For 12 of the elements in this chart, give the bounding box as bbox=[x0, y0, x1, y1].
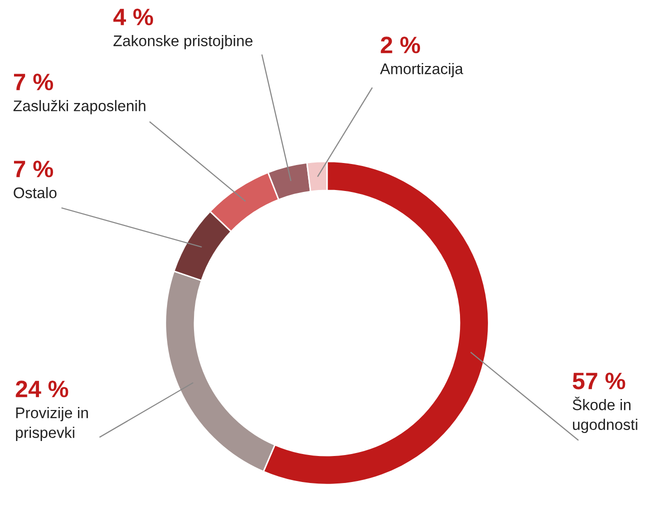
data-label: 7 % bbox=[14, 160, 54, 178]
slice-label: Zaslužki zaposlenih bbox=[13, 100, 146, 114]
slice-label: Provizije in prispevki bbox=[16, 407, 88, 442]
data-label: 7 % bbox=[14, 74, 54, 90]
data-label: 2 % bbox=[380, 36, 420, 54]
data-label: 57 % bbox=[572, 372, 626, 390]
slice-label: Amortizacija bbox=[380, 63, 464, 78]
data-label: 24 % bbox=[16, 380, 68, 398]
slice-label: Škode in ugodnosti bbox=[572, 396, 638, 434]
slice-label: Zakonske pristojbine bbox=[113, 35, 252, 50]
data-label: 4 % bbox=[113, 8, 154, 26]
slice-label: Ostalo bbox=[14, 187, 57, 198]
